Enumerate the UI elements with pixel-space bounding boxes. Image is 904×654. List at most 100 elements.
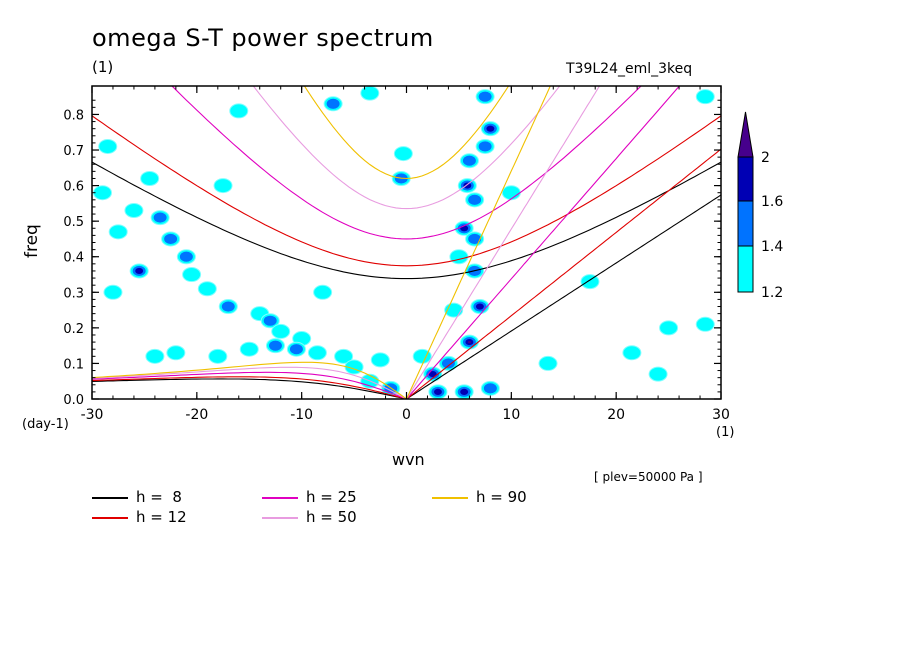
contour-patch <box>695 89 715 105</box>
contour-patch <box>307 345 327 361</box>
colorbar-label: 1.4 <box>761 239 783 255</box>
contour-patch <box>140 170 160 186</box>
contour-patch <box>538 355 558 371</box>
y-tick-label: 0.1 <box>63 357 84 372</box>
dispersion-curve <box>406 194 721 399</box>
x-tick-label: -10 <box>290 407 313 423</box>
contour-patch <box>622 345 642 361</box>
contour-patch <box>208 348 228 364</box>
contour-patch <box>478 91 492 102</box>
contour-patch <box>213 178 233 194</box>
contour-patch <box>648 366 668 382</box>
colorbar-label: 1.6 <box>761 194 783 210</box>
legend-label: h = 12 <box>136 508 187 526</box>
contour-patch <box>103 284 123 300</box>
x-tick-label: 10 <box>502 407 520 423</box>
x-tick-label: 30 <box>712 407 730 423</box>
plot-area <box>92 86 721 399</box>
contour-patch <box>239 341 259 357</box>
legend-swatch <box>92 497 128 499</box>
contour-patch <box>428 371 437 378</box>
contour-patch <box>271 323 291 339</box>
contour-patch <box>360 86 380 101</box>
y-tick-label: 0.6 <box>63 180 84 195</box>
legend-swatch <box>432 497 468 499</box>
contour-patch <box>449 249 469 265</box>
dispersion-curve <box>92 371 407 399</box>
dispersion-curve <box>92 378 407 399</box>
contour-patch <box>486 125 495 132</box>
colorbar-extend-arrow <box>737 111 754 158</box>
dispersion-curve <box>171 86 642 240</box>
contour-patch <box>153 212 167 223</box>
contour-patch <box>463 182 472 189</box>
contour-patch <box>393 146 413 162</box>
x-tick-label: -20 <box>185 407 208 423</box>
legend-label: h = 25 <box>306 488 357 506</box>
contour-patch <box>108 224 128 240</box>
y-tick-label: 0.5 <box>63 215 84 230</box>
dispersion-curve <box>406 86 601 399</box>
contour-patch <box>467 340 471 344</box>
dispersion-curve <box>92 361 407 399</box>
y-tick-label: 0.4 <box>63 251 84 266</box>
contour-patch <box>483 383 497 394</box>
dispersion-curve <box>303 86 510 180</box>
legend-label: h = 50 <box>306 508 357 526</box>
legend-label: h = 90 <box>476 488 527 506</box>
dispersion-curve <box>92 376 407 399</box>
colorbar-label: 2 <box>761 150 770 166</box>
contour-patch <box>135 267 144 275</box>
legend-swatch <box>262 517 298 519</box>
contour-patch <box>695 316 715 332</box>
colorbar-segment <box>737 156 754 202</box>
contour-patch <box>412 348 432 364</box>
x-tick-label: 0 <box>402 407 411 423</box>
contour-patch <box>179 251 193 262</box>
contour-patch <box>166 345 186 361</box>
dispersion-curve <box>92 161 721 280</box>
contour-patch <box>98 138 118 154</box>
contour-patch <box>313 284 333 300</box>
contour-patch <box>289 344 303 355</box>
title-unit: (1) <box>92 58 114 76</box>
contour-patch <box>468 233 482 244</box>
contour-patch <box>92 185 112 201</box>
dispersion-curve <box>92 366 407 399</box>
legend-label: h = 8 <box>136 488 182 506</box>
x-tick-label: -30 <box>81 407 104 423</box>
contour-patch <box>334 348 354 364</box>
y-tick-label: 0.8 <box>63 108 84 123</box>
dispersion-curve <box>92 115 721 267</box>
dispersion-curve <box>406 148 721 399</box>
contour-patch <box>197 281 217 297</box>
pressure-level-note: [ plev=50000 Pa ] <box>594 470 703 484</box>
legend-swatch <box>262 497 298 499</box>
contour-patch <box>370 352 390 368</box>
x-axis-unit: (1) <box>716 425 735 440</box>
contour-patch <box>441 358 455 369</box>
contour-patch <box>229 103 249 119</box>
contour-patch <box>580 274 600 290</box>
chart-title: omega S-T power spectrum <box>92 24 434 52</box>
y-tick-label: 0.7 <box>63 144 84 159</box>
contour-patch <box>468 194 482 205</box>
contour-patch <box>501 185 521 201</box>
legend-swatch <box>92 517 128 519</box>
y-axis-unit: (day-1) <box>22 417 69 432</box>
x-tick-label: 20 <box>607 407 625 423</box>
y-tick-label: 0.2 <box>63 322 84 337</box>
contour-patch <box>460 388 469 395</box>
dispersion-curve <box>405 86 551 399</box>
contour-patch <box>475 303 484 310</box>
colorbar-segment <box>737 245 754 293</box>
colorbar-label: 1.2 <box>761 285 783 301</box>
contour-patch <box>145 348 165 364</box>
contour-patch <box>326 98 340 109</box>
dispersion-curve <box>406 86 681 399</box>
dispersion-curve <box>252 86 561 210</box>
y-tick-label: 0.3 <box>63 286 84 301</box>
contour-patch <box>164 233 178 244</box>
y-tick-label: 0.0 <box>63 393 84 408</box>
contour-patch <box>263 315 277 326</box>
